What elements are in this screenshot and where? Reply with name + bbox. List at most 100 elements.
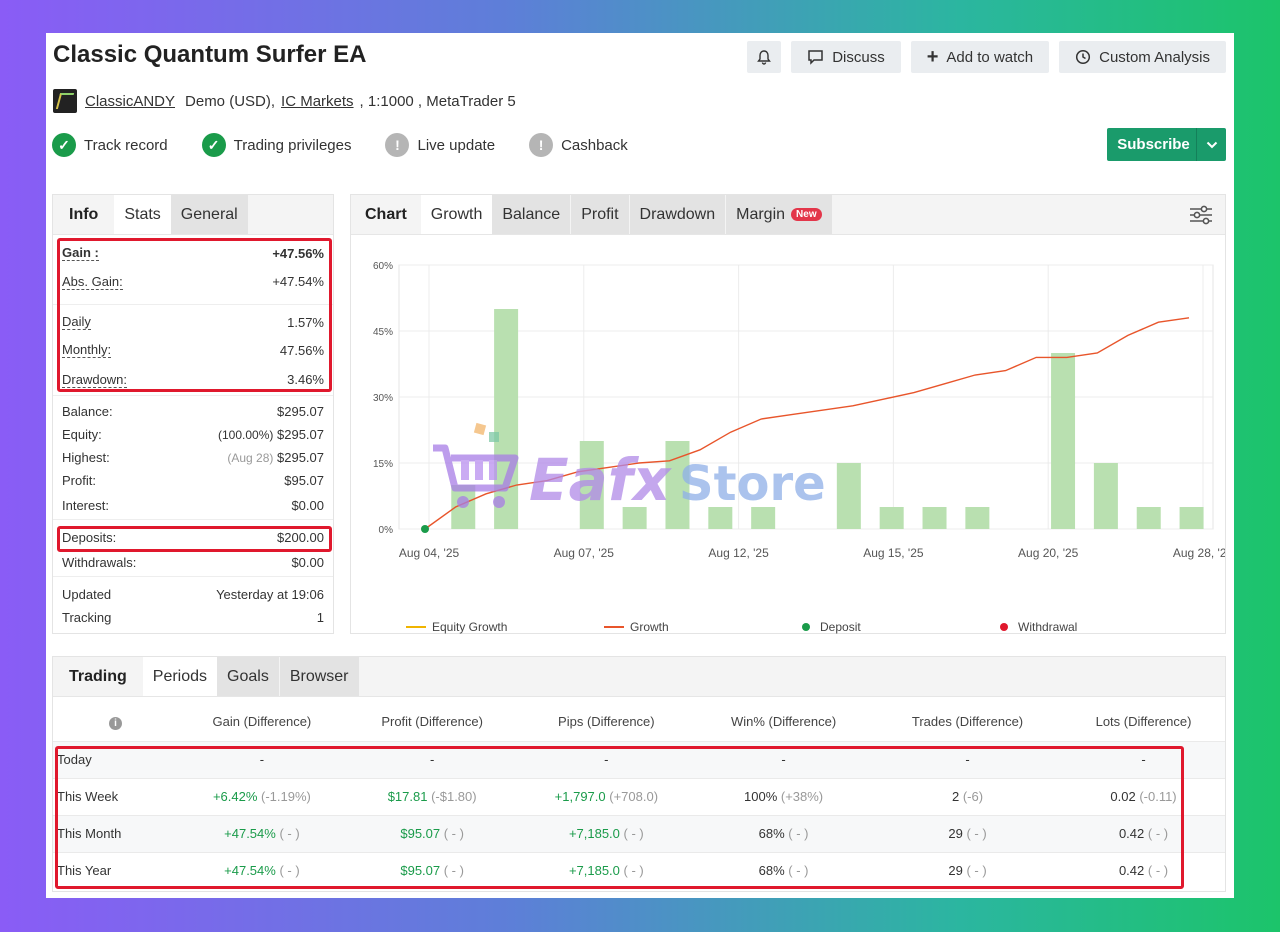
tab-margin[interactable]: Margin New xyxy=(726,195,833,234)
legend-deposit-dot xyxy=(802,623,810,631)
tab-profit[interactable]: Profit xyxy=(571,195,630,234)
author-link[interactable]: ClassicANDY xyxy=(85,92,176,110)
cell-difference: (-6) xyxy=(959,789,984,804)
gain-row: Gain : +47.56% xyxy=(53,239,333,267)
gain-label[interactable]: Gain : xyxy=(62,245,99,261)
drawdown-label[interactable]: Drawdown: xyxy=(62,371,128,388)
table-cell: 2 (-6) xyxy=(872,777,1063,815)
monthly-row: Monthly: 47.56% xyxy=(53,336,333,364)
legend-withdrawal-dot xyxy=(1000,623,1008,631)
cell-difference: ( - ) xyxy=(784,826,809,841)
tab-goals[interactable]: Goals xyxy=(217,657,280,696)
highest-date: (Aug 28) xyxy=(227,451,274,465)
discuss-button[interactable]: Discuss xyxy=(791,41,901,73)
legend-withdrawal[interactable]: Withdrawal xyxy=(1000,620,1198,634)
comment-icon xyxy=(808,50,823,65)
cell-difference: ( - ) xyxy=(275,863,300,879)
tab-browser[interactable]: Browser xyxy=(279,657,360,696)
badge-label: Track record xyxy=(84,136,168,154)
cell-difference: ( - ) xyxy=(619,863,644,879)
tab-drawdown[interactable]: Drawdown xyxy=(629,195,727,234)
tracking-value: 1 xyxy=(316,610,324,625)
growth-chart: 0% 15% 30% 45% 60% Aug 04, '25 Aug 07, '25 Aug … xyxy=(351,235,1234,634)
badge-track-record[interactable]: ✓ Track record xyxy=(52,131,178,159)
add-to-watch-button[interactable]: + Add to watch xyxy=(910,41,1050,73)
margin-label: Margin xyxy=(736,205,786,223)
custom-analysis-button[interactable]: Custom Analysis xyxy=(1059,41,1226,73)
equity-percent: (100.00%) xyxy=(218,428,274,442)
monthly-label[interactable]: Monthly: xyxy=(62,342,112,358)
tab-trading[interactable]: Trading xyxy=(53,657,143,696)
tab-chart[interactable]: Chart xyxy=(351,195,421,234)
add-to-watch-label: Add to watch xyxy=(946,48,1034,66)
profit-label: Profit: xyxy=(62,473,96,488)
table-cell: +6.42% (-1.19%) xyxy=(178,777,346,815)
table-cell: - xyxy=(345,740,519,778)
bar xyxy=(622,507,647,529)
cell-value: - xyxy=(429,752,435,767)
col-lots: Lots (Difference) xyxy=(1062,703,1225,741)
updated-value: Yesterday at 19:06 xyxy=(216,587,324,602)
gain-value: +47.56% xyxy=(272,245,324,261)
updated-label: Updated xyxy=(62,587,112,602)
info-panel: Info Stats General Gain : +47.56% Abs. Ga… xyxy=(52,194,334,634)
bell-icon xyxy=(757,50,772,65)
y-tick-label: 30% xyxy=(373,393,393,404)
daily-row: Daily 1.57% xyxy=(53,308,333,336)
table-cell: 29 ( - ) xyxy=(872,814,1063,852)
periods-table: i Gain (Difference) Profit (Difference) … xyxy=(53,703,1225,889)
table-cell: - xyxy=(872,740,1063,778)
row-label: This Week xyxy=(53,777,178,815)
col-win: Win% (Difference) xyxy=(694,703,873,741)
cell-value: 0.02 xyxy=(1110,789,1136,804)
legend-deposit[interactable]: Deposit xyxy=(802,620,1000,634)
profit-value: $95.07 xyxy=(284,473,324,488)
equity-row: Equity: (100.00%) $295.07 xyxy=(53,423,333,446)
cell-difference: ( - ) xyxy=(440,826,464,841)
notification-button[interactable] xyxy=(747,41,782,73)
legend-equity-growth[interactable]: Equity Growth xyxy=(406,620,604,634)
cell-difference: ( - ) xyxy=(275,826,300,841)
legend-label: Withdrawal xyxy=(1018,620,1078,634)
legend-label: Deposit xyxy=(820,620,861,634)
badge-label: Live update xyxy=(417,136,496,154)
cell-value: - xyxy=(781,752,786,767)
chart-settings-button[interactable] xyxy=(1177,195,1225,234)
balance-label: Balance: xyxy=(62,404,113,419)
tab-periods[interactable]: Periods xyxy=(142,657,218,696)
daily-value: 1.57% xyxy=(287,314,324,330)
cell-value: - xyxy=(1141,752,1146,767)
tab-growth[interactable]: Growth xyxy=(420,195,493,234)
cell-value: - xyxy=(604,752,609,767)
clock-icon xyxy=(1076,49,1091,65)
x-tick-label: Aug 04, '25 xyxy=(399,546,460,560)
highest-value: $295.07 xyxy=(277,450,324,465)
tab-stats[interactable]: Stats xyxy=(114,195,171,234)
tab-info[interactable]: Info xyxy=(53,195,115,234)
table-cell: +1,797.0 (+708.0) xyxy=(518,777,695,815)
abs-gain-label[interactable]: Abs. Gain: xyxy=(62,273,123,290)
monthly-value: 47.56% xyxy=(279,342,324,358)
table-cell: - xyxy=(518,740,695,778)
tab-general[interactable]: General xyxy=(170,195,249,234)
badge-trading-privileges[interactable]: ✓ Trading privileges xyxy=(201,131,362,159)
row-label: This Year xyxy=(53,851,178,889)
cell-difference: ( - ) xyxy=(619,826,644,841)
cell-value: $95.07 xyxy=(400,826,441,841)
x-tick-label: Aug 15, '25 xyxy=(863,546,924,560)
avatar[interactable] xyxy=(53,89,77,113)
table-cell: - xyxy=(1062,740,1225,778)
tracking-label: Tracking xyxy=(62,610,112,625)
chevron-down-icon[interactable] xyxy=(1196,128,1226,161)
broker-link[interactable]: IC Markets xyxy=(281,92,354,110)
table-cell: +47.54% ( - ) xyxy=(178,814,346,852)
tab-balance[interactable]: Balance xyxy=(492,195,572,234)
subscribe-button[interactable]: Subscribe xyxy=(1107,128,1226,161)
badge-cashback[interactable]: ! Cashback xyxy=(529,131,638,159)
info-icon[interactable]: i xyxy=(53,703,178,741)
daily-label[interactable]: Daily xyxy=(62,314,91,330)
table-cell: $17.81 (-$1.80) xyxy=(345,777,519,815)
badge-live-update[interactable]: ! Live update xyxy=(385,131,505,159)
chart-legend: Equity Growth Growth Deposit Withdrawal xyxy=(406,620,1198,634)
legend-growth[interactable]: Growth xyxy=(604,620,802,634)
